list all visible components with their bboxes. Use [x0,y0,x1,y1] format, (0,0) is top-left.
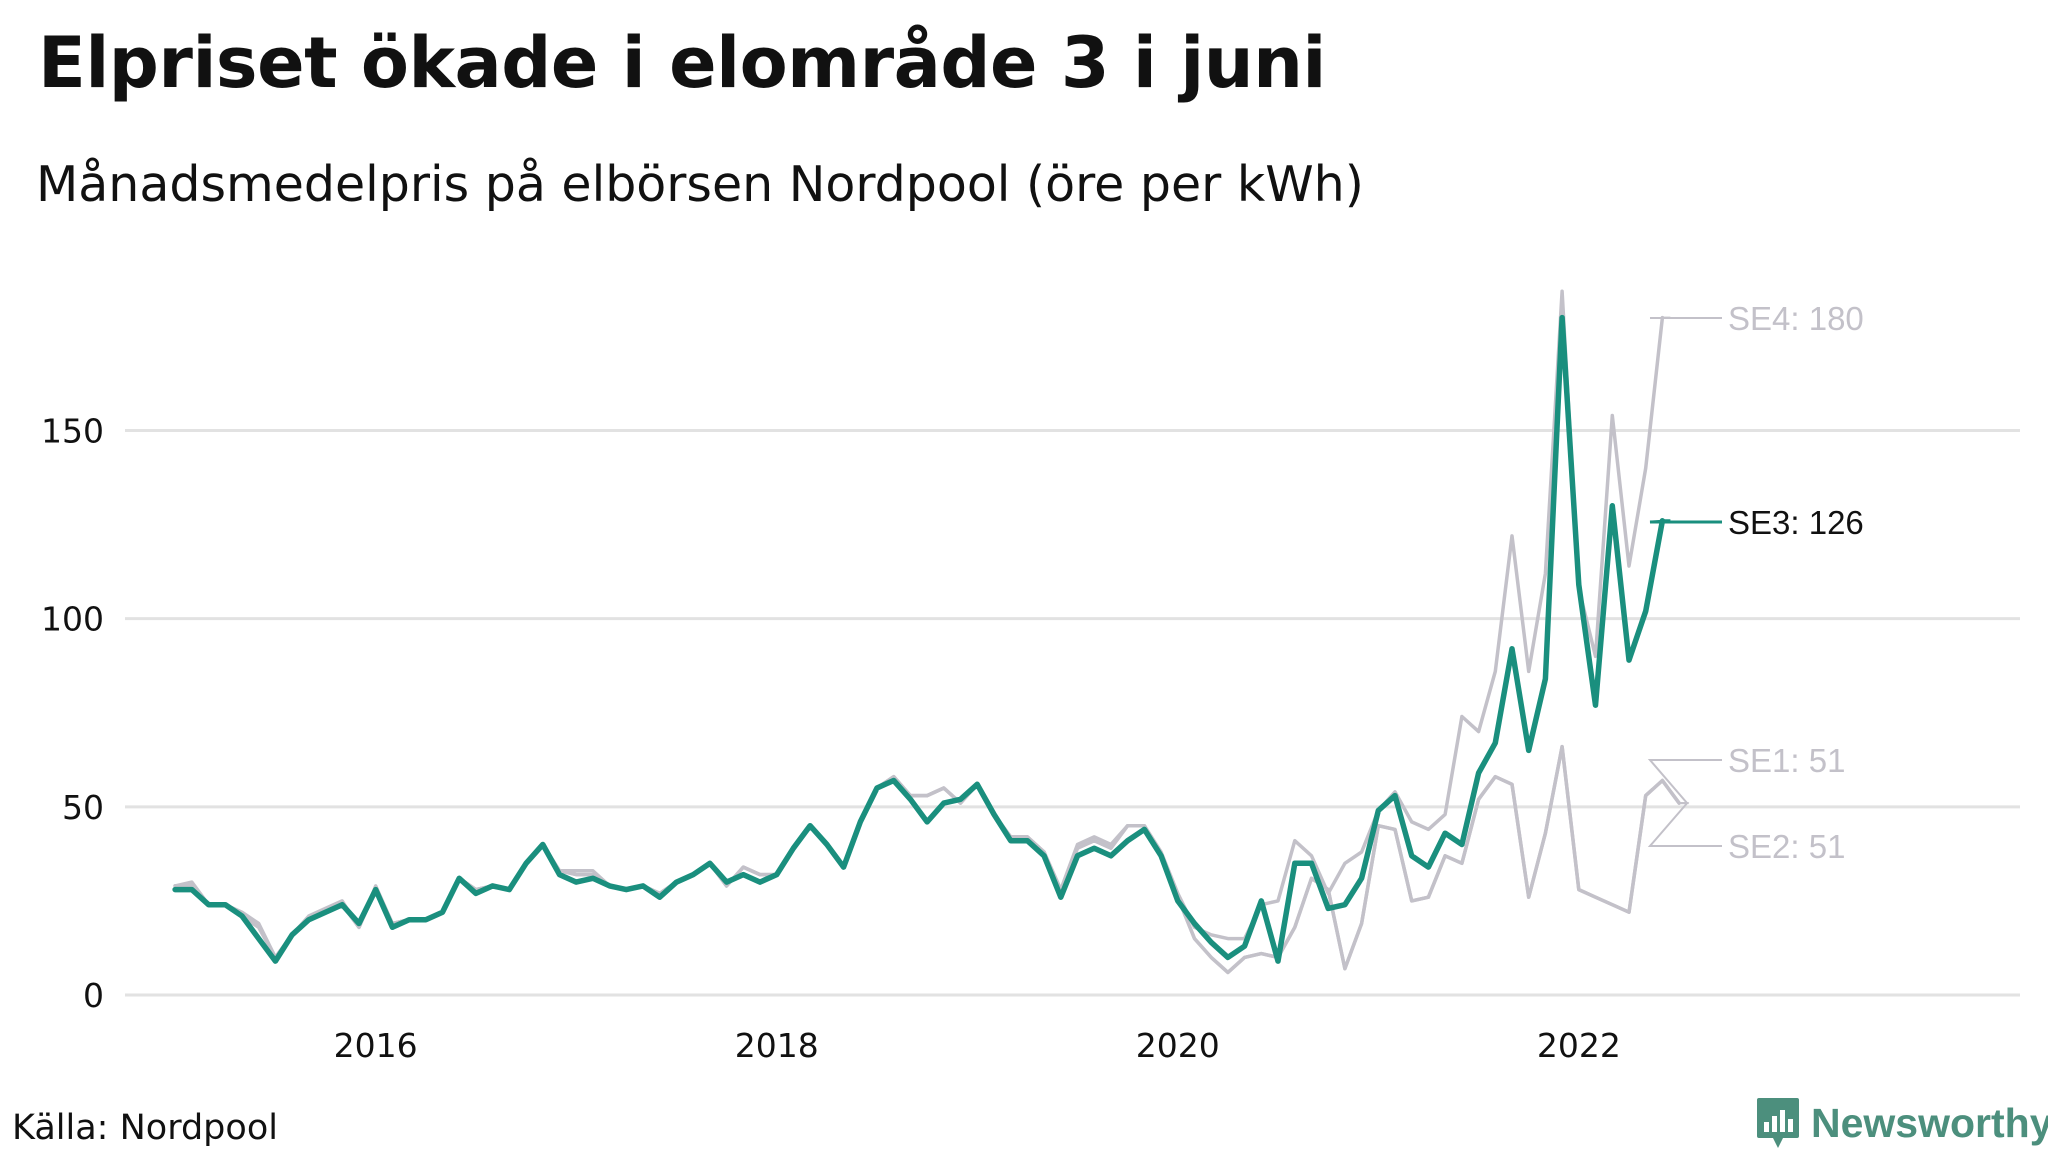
y-axis-ticks: 0 50 100 150 [41,412,104,1015]
source-note: Källa: Nordpool [12,1108,278,1148]
end-label-se3: SE3: 126 [1728,504,1864,541]
x-tick-label-2016: 2016 [334,1026,418,1065]
series-line-se2 [173,744,1681,975]
x-tick-label-2022: 2022 [1537,1026,1621,1065]
chart-title: Elpriset ökade i elområde 3 i juni [38,22,1326,104]
series-line-se4 [173,289,1665,960]
bar-chart-logo-icon [1757,1098,1799,1148]
end-label-se1: SE1: 51 [1728,742,1845,779]
end-label-se4: SE4: 180 [1728,300,1864,337]
x-tick-label-2018: 2018 [735,1026,819,1065]
series-end-labels: SE1: 51 SE2: 51 SE4: 180 SE3: 126 [1647,300,1864,865]
y-tick-label-150: 150 [41,412,104,451]
brand-name: Newsworthy [1811,1099,2048,1146]
brand-logo[interactable]: Newsworthy [1755,1096,2048,1150]
leader-line-se3 [1649,519,1722,524]
gridlines [125,429,2020,997]
series-line-se3 [172,314,1666,964]
y-tick-label-100: 100 [41,600,104,639]
series-lines [172,289,1681,975]
x-tick-label-2020: 2020 [1136,1026,1220,1065]
leader-line-se2 [1647,802,1722,847]
y-tick-label-0: 0 [83,976,104,1015]
chart-subtitle: Månadsmedelpris på elbörsen Nordpool (ör… [36,156,1364,213]
x-axis-ticks: 2016 2018 2020 2022 [334,1026,1621,1065]
end-label-se2: SE2: 51 [1728,828,1845,865]
y-tick-label-50: 50 [62,788,104,827]
